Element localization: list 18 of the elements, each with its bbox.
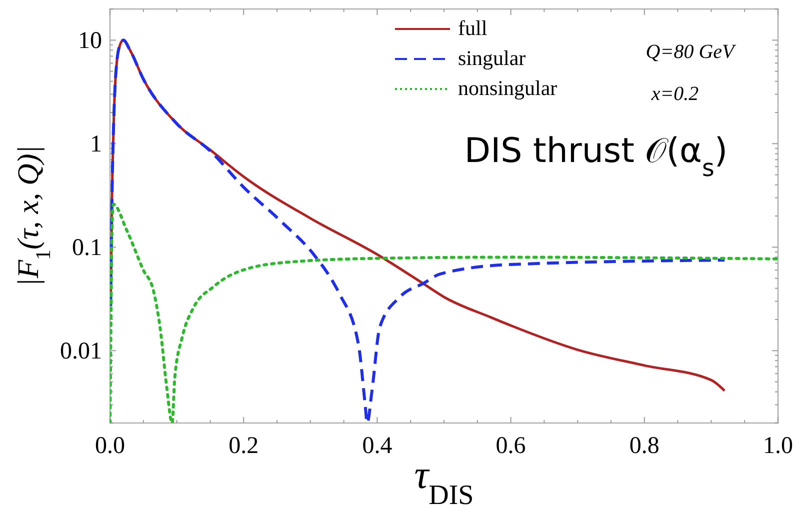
legend-label: singular — [458, 46, 526, 70]
legend-label: nonsingular — [458, 76, 558, 100]
y-tick-label: 0.01 — [60, 338, 102, 365]
x-tick-label: 0.6 — [496, 433, 526, 459]
x-tick-label: 0.2 — [228, 433, 259, 459]
y-tick-label: 10 — [78, 28, 102, 54]
x-tick-label: 0.0 — [95, 433, 125, 459]
annotation: DIS thrust 𝒪(α$_{s}$) — [464, 131, 728, 182]
annotation: x=0.2 — [650, 83, 699, 105]
line-series — [110, 202, 778, 423]
x-axis-title: τ$_{DIS}$ — [414, 452, 474, 510]
legend-label: full — [458, 16, 488, 40]
y-tick-label: 0.1 — [72, 235, 102, 262]
y-tick-label: 1 — [90, 132, 102, 158]
x-tick-label: 0.8 — [629, 433, 660, 459]
x-tick-label: 0.4 — [362, 433, 392, 459]
x-tick-label: 1.0 — [763, 433, 793, 459]
annotation: Q=80 GeV — [646, 41, 738, 63]
